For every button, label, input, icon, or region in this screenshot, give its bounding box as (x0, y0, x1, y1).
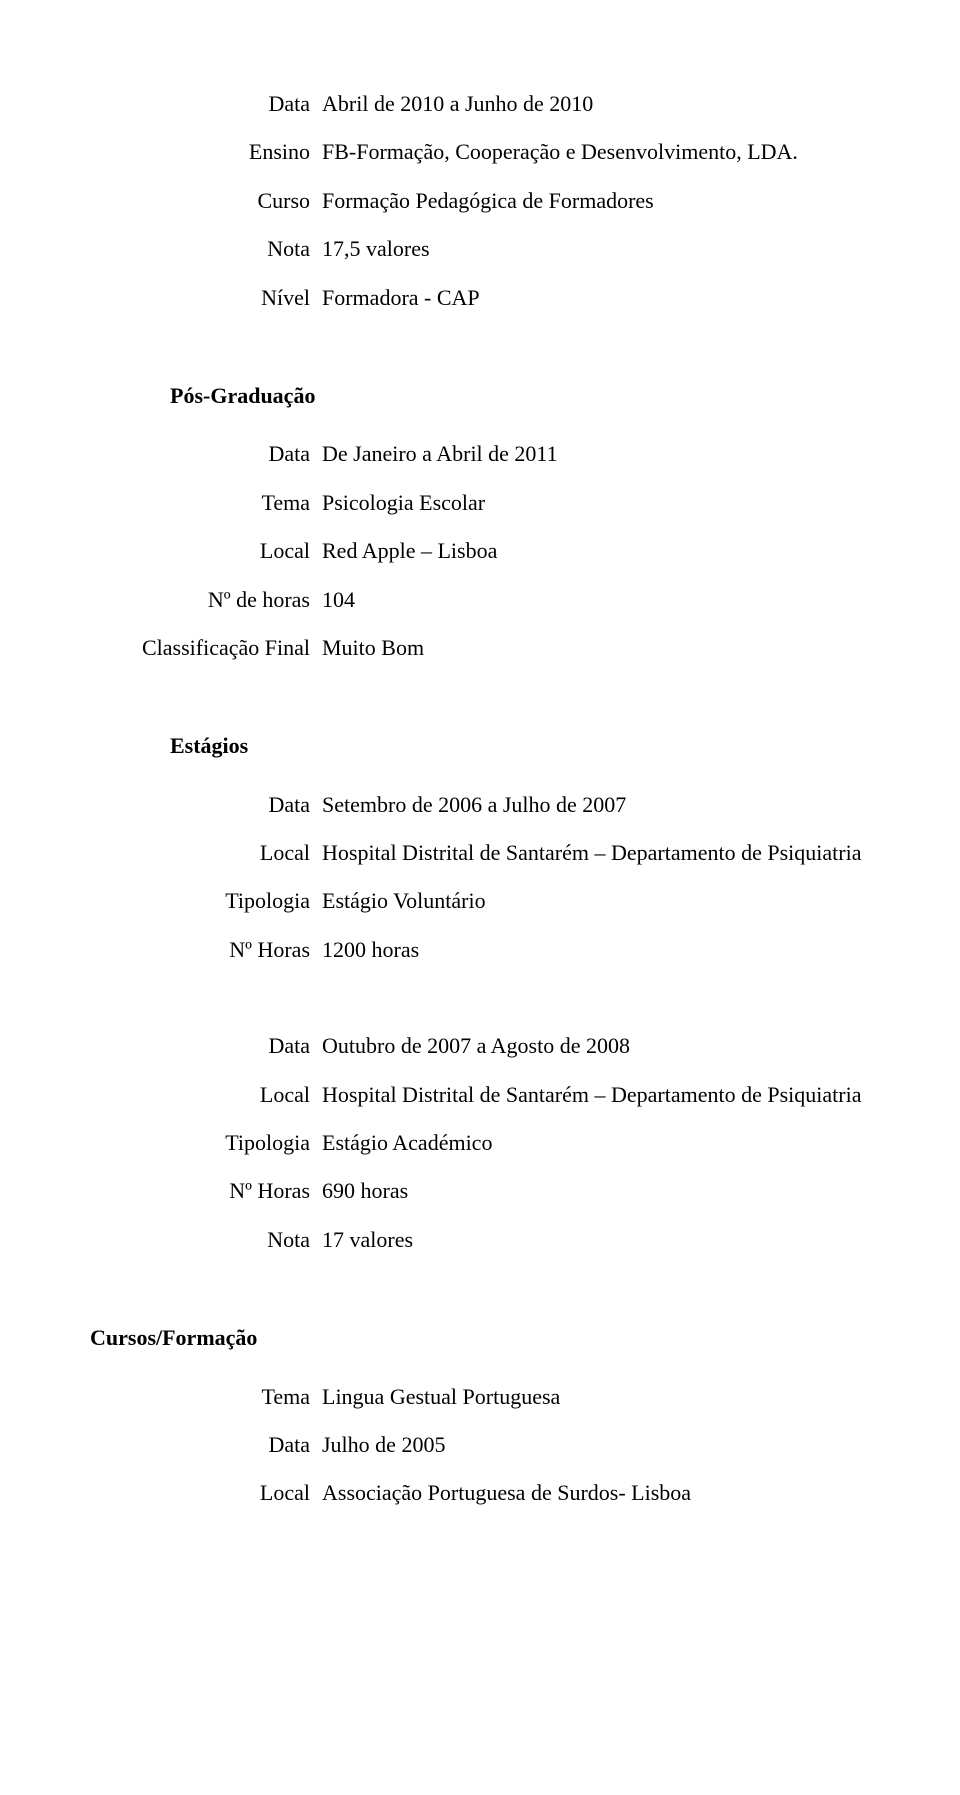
block-cursos: Tema Lingua Gestual Portuguesa Data Julh… (90, 1373, 870, 1518)
spacer (90, 974, 870, 1022)
field-value: Setembro de 2006 a Julho de 2007 (322, 781, 870, 829)
row: Data Outubro de 2007 a Agosto de 2008 (90, 1022, 870, 1070)
field-label: Data (90, 1022, 322, 1070)
row: Tema Psicologia Escolar (90, 479, 870, 527)
field-label: Tema (90, 479, 322, 527)
field-value: Estágio Académico (322, 1119, 870, 1167)
field-label: Nota (90, 1216, 322, 1264)
row: Data Setembro de 2006 a Julho de 2007 (90, 781, 870, 829)
field-label: Nº Horas (90, 1167, 322, 1215)
row: Nº de horas 104 (90, 576, 870, 624)
field-value: FB-Formação, Cooperação e Desenvolviment… (322, 128, 870, 176)
row: Nº Horas 1200 horas (90, 926, 870, 974)
field-label: Tema (90, 1373, 322, 1421)
field-label: Tipologia (90, 877, 322, 925)
field-value: Formação Pedagógica de Formadores (322, 177, 870, 225)
document-page: Data Abril de 2010 a Junho de 2010 Ensin… (0, 0, 960, 1598)
block-estagios-2: Data Outubro de 2007 a Agosto de 2008 Lo… (90, 1022, 870, 1264)
field-label: Ensino (90, 128, 322, 176)
field-value: 17 valores (322, 1216, 870, 1264)
row: Tipologia Estágio Académico (90, 1119, 870, 1167)
field-value: 690 horas (322, 1167, 870, 1215)
field-label: Data (90, 430, 322, 478)
field-label: Curso (90, 177, 322, 225)
field-label: Tipologia (90, 1119, 322, 1167)
heading-cursos-formacao: Cursos/Formação (90, 1314, 870, 1362)
row: Local Red Apple – Lisboa (90, 527, 870, 575)
field-value: Muito Bom (322, 624, 870, 672)
row: Tipologia Estágio Voluntário (90, 877, 870, 925)
field-value: Red Apple – Lisboa (322, 527, 870, 575)
field-label: Data (90, 1421, 322, 1469)
row: Local Hospital Distrital de Santarém – D… (90, 829, 870, 877)
heading-pos-graduacao: Pós-Graduação (90, 372, 870, 420)
field-value: 1200 horas (322, 926, 870, 974)
row: Ensino FB-Formação, Cooperação e Desenvo… (90, 128, 870, 176)
field-label: Nº Horas (90, 926, 322, 974)
heading-estagios: Estágios (90, 722, 870, 770)
row: Data De Janeiro a Abril de 2011 (90, 430, 870, 478)
field-label: Local (90, 829, 322, 877)
field-label: Nº de horas (90, 576, 322, 624)
field-value: 104 (322, 576, 870, 624)
field-value: Abril de 2010 a Junho de 2010 (322, 80, 870, 128)
row: Nº Horas 690 horas (90, 1167, 870, 1215)
field-value: Estágio Voluntário (322, 877, 870, 925)
field-value: Formadora - CAP (322, 274, 870, 322)
row: Tema Lingua Gestual Portuguesa (90, 1373, 870, 1421)
field-value: 17,5 valores (322, 225, 870, 273)
block-initial: Data Abril de 2010 a Junho de 2010 Ensin… (90, 80, 870, 322)
field-value: Outubro de 2007 a Agosto de 2008 (322, 1022, 870, 1070)
field-label: Data (90, 781, 322, 829)
row: Nota 17 valores (90, 1216, 870, 1264)
field-label: Local (90, 527, 322, 575)
field-value: Associação Portuguesa de Surdos- Lisboa (322, 1469, 870, 1517)
field-value: Julho de 2005 (322, 1421, 870, 1469)
row: Nota 17,5 valores (90, 225, 870, 273)
field-value: De Janeiro a Abril de 2011 (322, 430, 870, 478)
field-label: Data (90, 80, 322, 128)
row: Curso Formação Pedagógica de Formadores (90, 177, 870, 225)
field-label: Nível (90, 274, 322, 322)
block-estagios-1: Data Setembro de 2006 a Julho de 2007 Lo… (90, 781, 870, 975)
field-label: Nota (90, 225, 322, 273)
block-pos-graduacao: Data De Janeiro a Abril de 2011 Tema Psi… (90, 430, 870, 672)
row: Classificação Final Muito Bom (90, 624, 870, 672)
field-value: Hospital Distrital de Santarém – Departa… (322, 1071, 870, 1119)
row: Data Abril de 2010 a Junho de 2010 (90, 80, 870, 128)
field-value: Psicologia Escolar (322, 479, 870, 527)
field-value: Lingua Gestual Portuguesa (322, 1373, 870, 1421)
field-label: Classificação Final (90, 624, 322, 672)
row: Local Hospital Distrital de Santarém – D… (90, 1071, 870, 1119)
row: Local Associação Portuguesa de Surdos- L… (90, 1469, 870, 1517)
row: Data Julho de 2005 (90, 1421, 870, 1469)
field-label: Local (90, 1071, 322, 1119)
field-label: Local (90, 1469, 322, 1517)
row: Nível Formadora - CAP (90, 274, 870, 322)
field-value: Hospital Distrital de Santarém – Departa… (322, 829, 870, 877)
